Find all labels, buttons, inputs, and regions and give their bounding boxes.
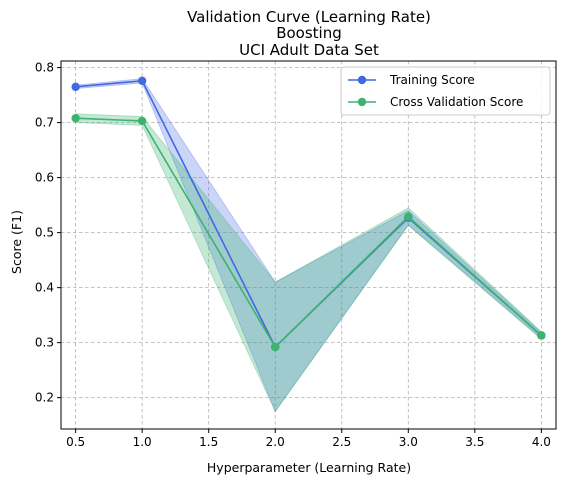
y-axis-label: Score (F1) xyxy=(9,210,24,274)
chart-title-line-1: Validation Curve (Learning Rate) xyxy=(187,8,431,26)
x-tick-label: 3.5 xyxy=(465,435,484,449)
x-tick-label: 4.0 xyxy=(532,435,551,449)
y-tick-label: 0.3 xyxy=(35,336,54,350)
x-tick-label: 1.0 xyxy=(133,435,152,449)
x-tick-label: 2.5 xyxy=(332,435,351,449)
legend-swatch-marker xyxy=(357,97,367,107)
y-tick-label: 0.5 xyxy=(35,226,54,240)
confidence-band-1 xyxy=(75,113,542,413)
series-1-point xyxy=(404,212,413,221)
legend-label: Cross Validation Score xyxy=(390,95,523,109)
legend-swatch-marker xyxy=(357,75,367,85)
series-1-point xyxy=(271,342,280,352)
series-1-point xyxy=(137,116,147,126)
series-0-point xyxy=(137,76,147,86)
band-layer xyxy=(75,78,542,413)
x-tick-label: 3.0 xyxy=(399,435,418,449)
series-1-point xyxy=(537,331,546,340)
series-0-point xyxy=(71,82,80,92)
grid-layer xyxy=(61,61,556,429)
chart-title-line-3: UCI Adult Data Set xyxy=(239,41,379,59)
x-tick-label: 2.0 xyxy=(266,435,285,449)
legend-box xyxy=(340,66,551,116)
legend: Training Score Cross Validation Score xyxy=(340,66,551,116)
y-tick-label: 0.8 xyxy=(35,61,54,75)
x-tick-label: 0.5 xyxy=(66,435,85,449)
tick-layer: 0.5 1.0 1.5 2.0 2.5 3.0 3.5 4.0 0.2 0.3 0.4 0.5 0.6 0… xyxy=(35,61,551,449)
y-tick-label: 0.6 xyxy=(35,171,54,185)
x-axis-label: Hyperparameter (Learning Rate) xyxy=(207,460,411,475)
series-1-point xyxy=(71,114,80,123)
x-tick-label: 1.5 xyxy=(199,435,218,449)
y-tick-label: 0.7 xyxy=(35,116,54,130)
line-layer xyxy=(71,76,546,352)
chart-title-line-2: Boosting xyxy=(276,24,342,42)
y-tick-label: 0.4 xyxy=(35,281,54,295)
plot-frame xyxy=(60,60,557,430)
y-tick-label: 0.2 xyxy=(35,391,54,405)
legend-label: Training Score xyxy=(389,73,475,87)
